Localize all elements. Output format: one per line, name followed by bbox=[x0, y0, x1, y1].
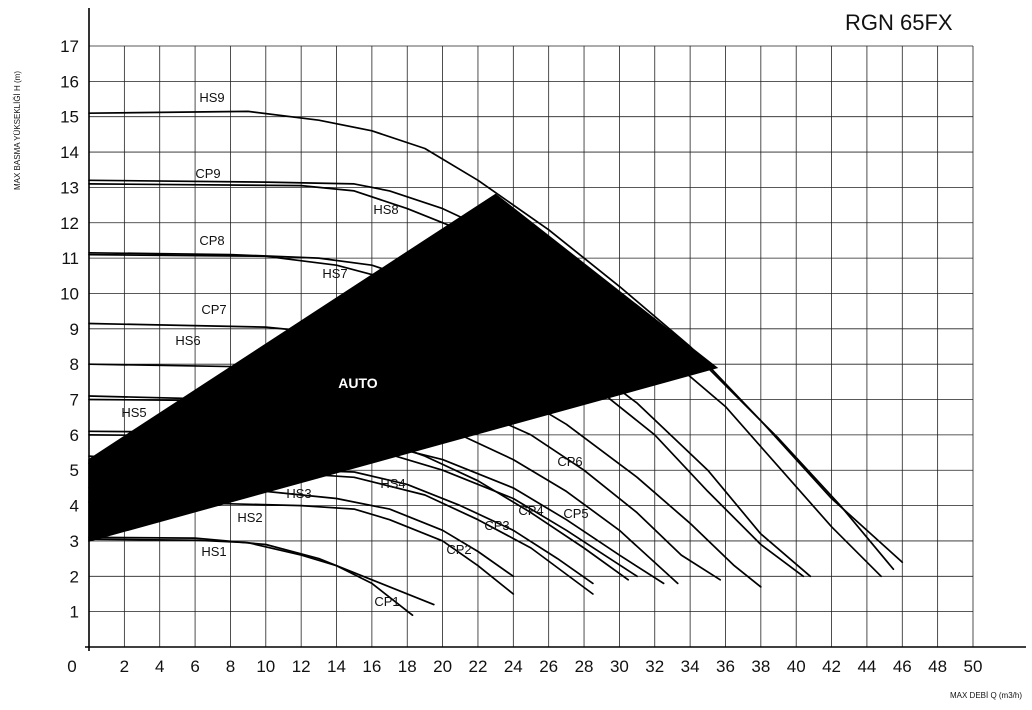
curve-label-cp5: CP5 bbox=[563, 506, 588, 521]
x-tick-label: 12 bbox=[292, 657, 311, 676]
y-tick-label: 11 bbox=[61, 249, 79, 268]
y-tick-label: 5 bbox=[70, 461, 79, 480]
curve-label-hs2: HS2 bbox=[237, 510, 262, 525]
curve-label-hs3: HS3 bbox=[286, 486, 311, 501]
x-tick-label: 2 bbox=[120, 657, 129, 676]
x-tick-label: 44 bbox=[857, 657, 876, 676]
y-tick-label: 17 bbox=[60, 37, 79, 56]
curve-hs2 bbox=[88, 536, 435, 606]
x-axis-label: MAX DEBİ Q (m3/h) bbox=[950, 691, 1022, 700]
y-tick-label: 10 bbox=[60, 284, 79, 303]
curve-label-cp8: CP8 bbox=[199, 233, 224, 248]
curve-label-hs1: HS1 bbox=[201, 544, 226, 559]
y-tick-label: 2 bbox=[70, 567, 79, 586]
x-tick-label: 22 bbox=[468, 657, 487, 676]
x-tick-label: 40 bbox=[787, 657, 806, 676]
curve-hs1 bbox=[88, 538, 414, 617]
chart-title: RGN 65FX bbox=[845, 10, 953, 35]
x-tick-label: 48 bbox=[928, 657, 947, 676]
curve-label-hs5: HS5 bbox=[121, 405, 146, 420]
y-tick-label: 8 bbox=[70, 355, 79, 374]
curve-label-cp9: CP9 bbox=[195, 166, 220, 181]
x-tick-label: 6 bbox=[190, 657, 199, 676]
x-tick-label: 30 bbox=[610, 657, 629, 676]
y-tick-label: 7 bbox=[70, 391, 79, 410]
x-tick-label: 24 bbox=[504, 657, 523, 676]
x-tick-label: 34 bbox=[681, 657, 700, 676]
curve-label-cp6: CP6 bbox=[557, 454, 582, 469]
axes bbox=[85, 8, 1026, 651]
x-tick-label: 18 bbox=[398, 657, 417, 676]
curve-label-cp3: CP3 bbox=[484, 518, 509, 533]
curve-label-hs4: HS4 bbox=[380, 476, 405, 491]
x-tick-label: 36 bbox=[716, 657, 735, 676]
auto-region-label: AUTO bbox=[338, 375, 378, 391]
x-tick-label: 28 bbox=[575, 657, 594, 676]
y-tick-label: 6 bbox=[70, 426, 79, 445]
x-tick-label: 38 bbox=[751, 657, 770, 676]
curve-label-cp4: CP4 bbox=[518, 503, 543, 518]
tick-labels: 0 2 4 6 8 10 12 14 16 18 20 22 24 26 28 30 32 34 36 38 40 42 4… bbox=[60, 37, 982, 676]
x-tick-label: 8 bbox=[226, 657, 235, 676]
curve-label-hs9: HS9 bbox=[199, 90, 224, 105]
x-tick-label: 4 bbox=[155, 657, 164, 676]
x-tick-label: 50 bbox=[964, 657, 983, 676]
y-tick-label: 14 bbox=[60, 143, 79, 162]
x-tick-label: 32 bbox=[645, 657, 664, 676]
x-tick-label: 42 bbox=[822, 657, 841, 676]
y-tick-label: 1 bbox=[70, 603, 79, 622]
y-tick-label: 12 bbox=[60, 214, 79, 233]
y-tick-label: 3 bbox=[70, 532, 79, 551]
curve-label-cp1: CP1 bbox=[374, 594, 399, 609]
y-tick-label: 16 bbox=[60, 72, 79, 91]
curve-label-hs7: HS7 bbox=[322, 266, 347, 281]
y-tick-label: 9 bbox=[70, 320, 79, 339]
y-tick-label: 13 bbox=[60, 178, 79, 197]
curve-label-cp2: CP2 bbox=[446, 542, 471, 557]
x-tick-label: 10 bbox=[256, 657, 275, 676]
y-tick-label: 15 bbox=[60, 108, 79, 127]
x-tick-label: 0 bbox=[67, 657, 76, 676]
y-axis-label: MAX BASMA YÜKSEKLİĞİ H (m) bbox=[13, 71, 22, 190]
x-tick-label: 26 bbox=[539, 657, 558, 676]
curve-label-hs8: HS8 bbox=[373, 202, 398, 217]
curve-labels: HS9 CP9 HS8 CP8 HS7 CP7 HS6 CP6 CP5 CP4 HS5 HS4 CP3 H… bbox=[121, 90, 588, 609]
y-tick-label: 4 bbox=[70, 497, 79, 516]
curve-label-hs6: HS6 bbox=[175, 333, 200, 348]
x-tick-label: 46 bbox=[893, 657, 912, 676]
x-tick-label: 20 bbox=[433, 657, 452, 676]
x-tick-label: 16 bbox=[362, 657, 381, 676]
curve-cp2 bbox=[88, 501, 515, 595]
curve-label-cp7: CP7 bbox=[201, 302, 226, 317]
x-tick-label: 14 bbox=[327, 657, 346, 676]
